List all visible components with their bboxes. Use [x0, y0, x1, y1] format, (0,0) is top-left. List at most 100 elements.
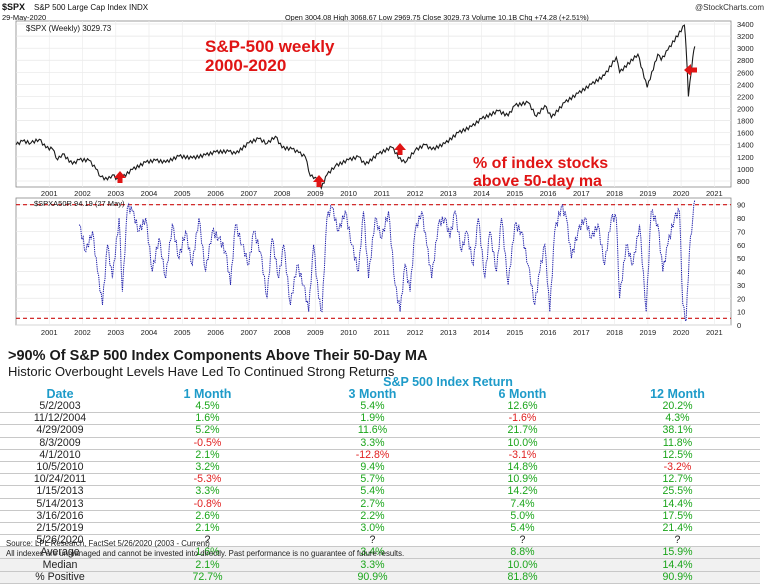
return-cell: ? [295, 534, 450, 548]
return-cell: 3.3% [295, 437, 450, 450]
price-x-tick-label: 2013 [440, 189, 457, 198]
table-row: 2/15/2019 2.1% 3.0% 5.4% 21.4% [0, 522, 760, 536]
price-y-tick-label: 3400 [737, 20, 754, 29]
stockcharts-chart: $SPX S&P 500 Large Cap Index INDX 29-May… [2, 2, 764, 337]
row-label-cell: 5/26/2020 [0, 534, 120, 548]
breadth-x-tick-label: 2005 [174, 328, 191, 337]
return-cell: 3.0% [295, 522, 450, 536]
price-series-line [15, 24, 696, 191]
arrow-up-icon [114, 171, 126, 183]
row-label-cell: 11/12/2004 [0, 412, 120, 426]
return-cell: 8.8% [450, 546, 595, 560]
return-cell: -5.3% [120, 473, 295, 487]
return-cell: -3.1% [450, 449, 595, 462]
annotation-note-line1: % of index stocks [473, 155, 608, 172]
breadth-y-tick-label: 20 [737, 294, 745, 303]
table-row: 4/29/2009 5.2% 11.6% 21.7% 38.1% [0, 424, 760, 438]
return-cell: 72.7% [120, 571, 295, 584]
table-row: 5/2/2003 4.5% 5.4% 12.6% 20.2% [0, 401, 760, 414]
price-x-tick-label: 2005 [174, 189, 191, 198]
return-cell: 20.2% [595, 401, 760, 414]
price-x-tick-label: 2002 [74, 189, 91, 198]
arrow-left-icon [684, 64, 697, 76]
price-y-tick-label: 1400 [737, 141, 754, 150]
price-y-tick-label: 2400 [737, 80, 754, 89]
return-cell: -0.8% [120, 498, 295, 511]
return-cell: 5.7% [295, 473, 450, 487]
table-row: 8/3/2009 -0.5% 3.3% 10.0% 11.8% [0, 437, 760, 450]
col-header-12-month: 12 Month [650, 387, 705, 401]
return-cell: 17.5% [595, 510, 760, 523]
annotation-note-line2: above 50-day ma [473, 173, 602, 190]
row-label-cell: 4/29/2009 [0, 424, 120, 438]
return-cell: 2.1% [120, 522, 295, 536]
breadth-y-tick-label: 30 [737, 281, 745, 290]
table-row: 5/14/2013 -0.8% 2.7% 7.4% 14.4% [0, 498, 760, 511]
row-label-cell: % Positive [0, 571, 120, 584]
return-cell: 5.2% [120, 424, 295, 438]
breadth-x-tick-label: 2009 [307, 328, 324, 337]
breadth-x-tick-label: 2016 [540, 328, 557, 337]
breadth-y-tick-label: 90 [737, 201, 745, 210]
breadth-y-tick-label: 40 [737, 268, 745, 277]
table-title: >90% Of S&P 500 Index Components Above T… [8, 348, 428, 364]
breadth-y-tick-label: 50 [737, 254, 745, 263]
breadth-x-tick-label: 2012 [407, 328, 424, 337]
price-y-tick-label: 3000 [737, 44, 754, 53]
col-header-6-month: 6 Month [498, 387, 547, 401]
col-header-3-month: 3 Month [348, 387, 397, 401]
price-x-tick-label: 2016 [540, 189, 557, 198]
table-row: 10/5/2010 3.2% 9.4% 14.8% -3.2% [0, 461, 760, 475]
price-x-tick-label: 2004 [141, 189, 158, 198]
price-y-tick-label: 3200 [737, 32, 754, 41]
return-cell: 5.0% [450, 510, 595, 523]
price-x-tick-label: 2014 [473, 189, 490, 198]
price-x-tick-label: 2003 [107, 189, 124, 198]
breadth-x-tick-label: 2018 [606, 328, 623, 337]
breadth-x-tick-label: 2021 [706, 328, 723, 337]
price-y-tick-label: 1800 [737, 117, 754, 126]
return-cell: 2.1% [120, 449, 295, 462]
return-cell: 5.4% [295, 485, 450, 499]
row-label-cell: Average [0, 546, 120, 560]
return-cell: 14.2% [450, 485, 595, 499]
tick-labels: 8001000120014001600180020002200240026002… [41, 20, 754, 337]
return-cell: 21.7% [450, 424, 595, 438]
returns-table-section: >90% Of S&P 500 Index Components Above T… [0, 345, 766, 584]
return-cell: 9.4% [295, 461, 450, 475]
breadth-x-tick-label: 2011 [374, 328, 390, 337]
summary-row: Average 1.6% 3.4% 8.8% 15.9% [0, 546, 760, 560]
breadth-x-tick-label: 2008 [274, 328, 291, 337]
table-super-header: S&P 500 Index Return [383, 375, 513, 389]
return-cell: 25.5% [595, 485, 760, 499]
price-x-tick-label: 2007 [240, 189, 257, 198]
return-cell: 3.2% [120, 461, 295, 475]
breadth-x-tick-label: 2013 [440, 328, 457, 337]
price-x-tick-label: 2021 [706, 189, 723, 198]
return-cell: 4.5% [120, 401, 295, 414]
price-y-tick-label: 1200 [737, 153, 754, 162]
table-row: 10/24/2011 -5.3% 5.7% 10.9% 12.7% [0, 473, 760, 487]
breadth-y-tick-label: 70 [737, 227, 745, 236]
price-x-tick-label: 2010 [340, 189, 357, 198]
chart-date: 29-May-2020 [2, 13, 46, 22]
return-cell: ? [450, 534, 595, 548]
price-y-tick-label: 1600 [737, 129, 754, 138]
chart-index-name: S&P 500 Large Cap Index INDX [34, 3, 149, 12]
price-legend: $SPX (Weekly) 3029.73 [26, 24, 112, 33]
price-y-tick-label: 1000 [737, 165, 754, 174]
row-label-cell: 5/2/2003 [0, 401, 120, 414]
breadth-x-tick-label: 2001 [41, 328, 58, 337]
price-x-tick-label: 2006 [207, 189, 224, 198]
return-cell: -0.5% [120, 437, 295, 450]
breadth-x-tick-label: 2002 [74, 328, 91, 337]
price-y-tick-label: 2800 [737, 56, 754, 65]
return-cell: 2.2% [295, 510, 450, 523]
breadth-x-tick-label: 2020 [673, 328, 690, 337]
reference-lines [16, 204, 731, 319]
row-label-cell: 3/16/2016 [0, 510, 120, 523]
return-cell: 1.6% [120, 412, 295, 426]
breadth-y-tick-label: 0 [737, 321, 741, 330]
return-cell: 7.4% [450, 498, 595, 511]
return-cell: 3.3% [120, 485, 295, 499]
